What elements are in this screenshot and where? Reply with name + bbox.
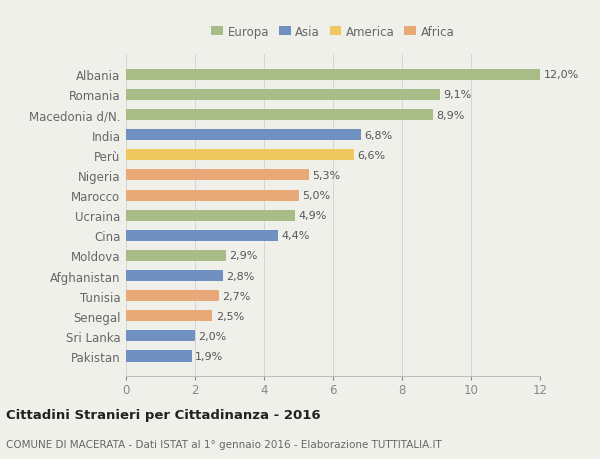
Bar [126,210,295,221]
Bar [126,190,299,201]
Text: 4,4%: 4,4% [281,231,310,241]
Text: 12,0%: 12,0% [544,70,579,80]
Text: 9,1%: 9,1% [443,90,472,100]
Text: 2,0%: 2,0% [199,331,227,341]
Text: 2,7%: 2,7% [223,291,251,301]
Bar [126,150,354,161]
Bar [126,90,440,101]
Bar [126,110,433,121]
Text: 2,8%: 2,8% [226,271,254,281]
Bar [126,230,278,241]
Bar [126,250,226,262]
Bar [126,291,219,302]
Bar [126,311,212,322]
Text: 2,5%: 2,5% [216,311,244,321]
Text: 6,6%: 6,6% [357,151,385,161]
Bar [126,170,309,181]
Text: 1,9%: 1,9% [195,351,223,361]
Bar [126,351,191,362]
Text: Cittadini Stranieri per Cittadinanza - 2016: Cittadini Stranieri per Cittadinanza - 2… [6,408,320,421]
Text: 8,9%: 8,9% [437,110,465,120]
Bar [126,70,540,81]
Text: 2,9%: 2,9% [229,251,258,261]
Text: 5,3%: 5,3% [312,171,340,180]
Legend: Europa, Asia, America, Africa: Europa, Asia, America, Africa [211,26,455,39]
Bar [126,130,361,141]
Text: COMUNE DI MACERATA - Dati ISTAT al 1° gennaio 2016 - Elaborazione TUTTITALIA.IT: COMUNE DI MACERATA - Dati ISTAT al 1° ge… [6,440,442,449]
Text: 4,9%: 4,9% [299,211,327,221]
Text: 6,8%: 6,8% [364,130,392,140]
Text: 5,0%: 5,0% [302,190,330,201]
Bar [126,270,223,281]
Bar [126,330,195,341]
